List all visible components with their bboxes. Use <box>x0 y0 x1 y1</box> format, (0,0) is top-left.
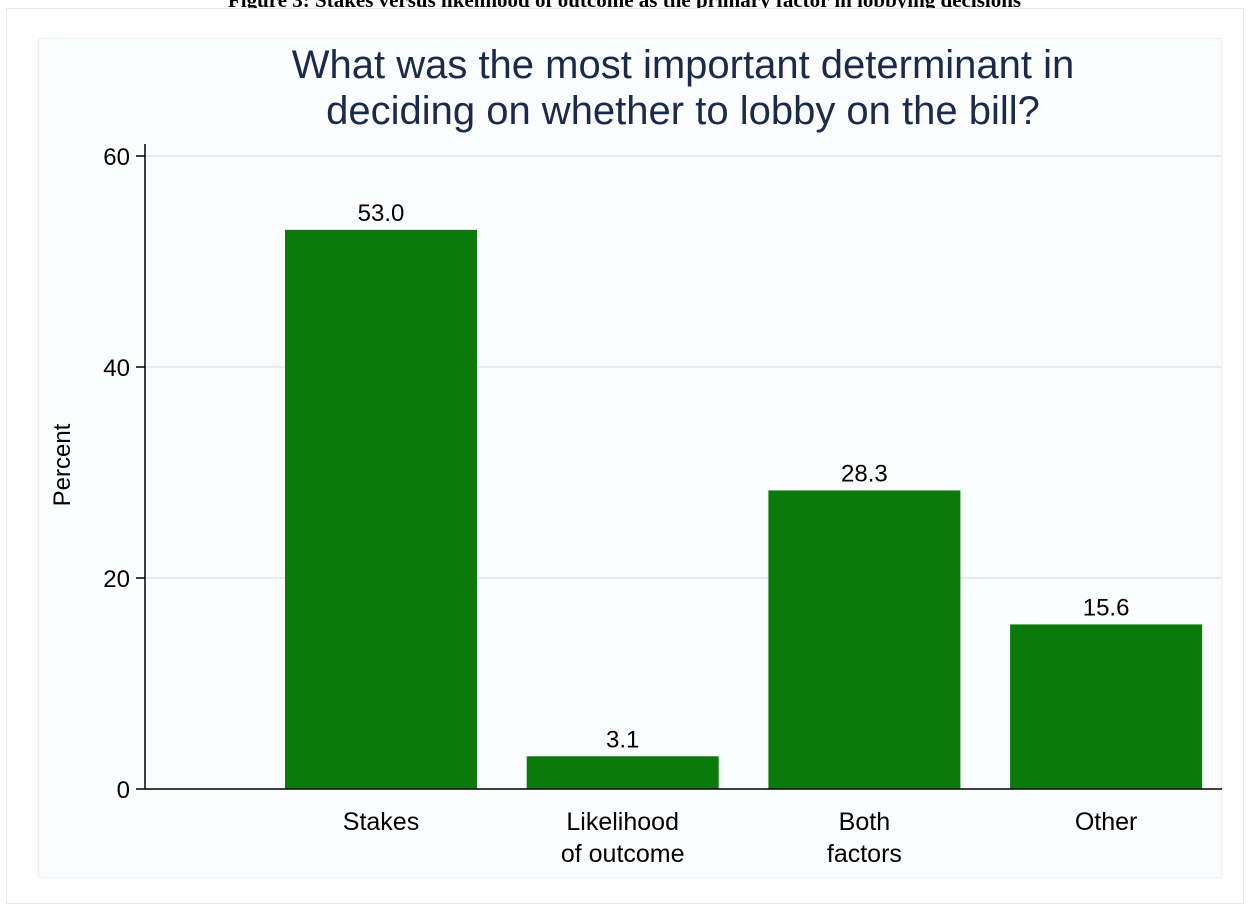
chart-title-line-1: What was the most important determinant … <box>292 43 1075 87</box>
bar-value-label: 3.1 <box>606 726 639 753</box>
y-tick-label: 60 <box>103 144 130 171</box>
y-tick-label: 40 <box>103 355 130 382</box>
bars <box>285 229 1203 790</box>
y-axis-label: Percent <box>49 423 76 506</box>
y-tick-label: 20 <box>103 566 130 593</box>
bar-other <box>1010 624 1203 789</box>
bar-value-label: 15.6 <box>1083 594 1130 621</box>
labels: 0 20 40 60 53.0 Stakes 3.1 Likelihood of outcome… <box>103 144 1137 868</box>
chart-title-line-2: deciding on whether to lobby on the bill… <box>326 89 1040 133</box>
x-category-label: Both <box>839 808 890 836</box>
bar-likelihood-of-outcome <box>526 756 719 789</box>
y-tick-label: 0 <box>117 777 130 804</box>
x-category-label: Stakes <box>343 808 419 836</box>
x-category-label: Other <box>1075 808 1138 836</box>
bar-both-factors <box>768 490 961 789</box>
bar-value-label: 53.0 <box>358 200 405 227</box>
x-category-label: factors <box>827 840 902 868</box>
bar-value-label: 28.3 <box>841 460 888 487</box>
bar-stakes <box>285 229 477 790</box>
page-caption-cutoff: Figure 3: Stakes versus likelihood of ou… <box>0 0 1249 11</box>
axes <box>136 144 1222 790</box>
x-category-label: of outcome <box>561 840 685 868</box>
x-category-label: Likelihood <box>566 808 679 836</box>
